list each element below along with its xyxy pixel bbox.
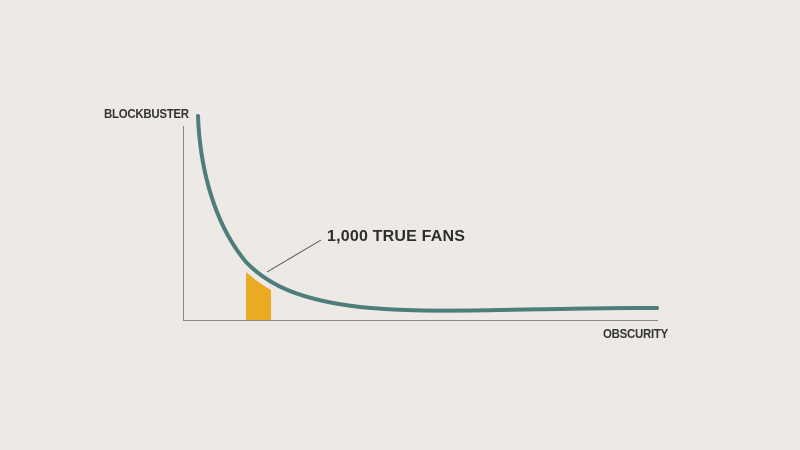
callout-leader-line: [266, 239, 322, 273]
demand-curve: [196, 114, 659, 313]
callout-label: 1,000 TRUE FANS: [327, 228, 466, 245]
true-fans-highlight: [246, 272, 271, 320]
x-axis-label: OBSCURITY: [603, 326, 668, 341]
y-axis-label: BLOCKBUSTER: [104, 106, 189, 121]
